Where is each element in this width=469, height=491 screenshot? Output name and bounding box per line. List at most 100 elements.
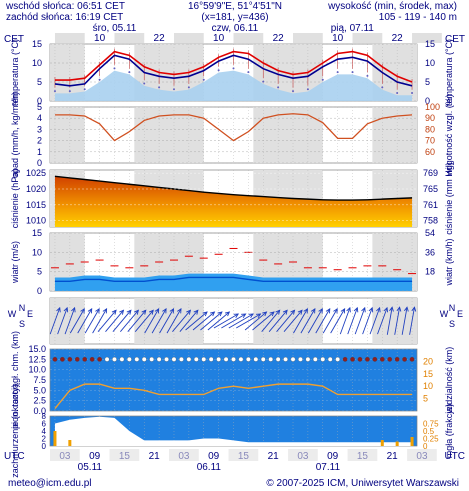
wind-direction-arrowhead bbox=[396, 306, 402, 312]
fog-bar bbox=[68, 440, 72, 446]
wind-direction-arrowhead bbox=[404, 306, 409, 312]
y-tick-label: 0 bbox=[42, 442, 47, 451]
y-tick-label: 0 bbox=[425, 96, 430, 106]
y-tick-label: 4 bbox=[37, 113, 42, 123]
dewpoint-point bbox=[336, 71, 339, 74]
y-tick-label: 2 bbox=[42, 435, 47, 444]
cloud-layer-marker bbox=[223, 356, 229, 362]
dewpoint-point bbox=[306, 88, 309, 91]
cloud-layer-marker bbox=[149, 356, 155, 362]
dewpoint-point bbox=[277, 86, 280, 89]
wind-direction-arrowhead bbox=[389, 306, 394, 312]
y-tick-label-right: 80 bbox=[425, 124, 435, 134]
y-tick-label: 12.5 bbox=[28, 354, 46, 364]
wind-direction-arrow bbox=[97, 309, 117, 333]
wind-direction-arrow bbox=[213, 313, 239, 329]
y-tick-label-right: 10 bbox=[423, 381, 433, 391]
wind-direction-arrow bbox=[172, 309, 192, 333]
wind-direction-arrowhead bbox=[162, 308, 167, 314]
compass-label: W bbox=[440, 309, 449, 319]
cloud-layer-marker bbox=[127, 356, 132, 362]
elevation-title: wysokość (min, środek, max) bbox=[328, 1, 457, 12]
cloud-layer-marker bbox=[409, 356, 415, 362]
y-tick-label: 0.0 bbox=[33, 406, 46, 416]
cloud-layer-marker bbox=[342, 356, 348, 362]
utc-label-right: UTC bbox=[444, 451, 465, 462]
wind-direction-arrowhead bbox=[126, 309, 132, 315]
y-tick-label: 7.5 bbox=[33, 375, 46, 385]
y-tick-label: 10 bbox=[32, 247, 42, 257]
wind-direction-arrowhead bbox=[269, 311, 275, 317]
hour-strip-shade bbox=[347, 449, 378, 461]
wind-direction-arrow bbox=[207, 311, 230, 331]
y-tick-label: 0 bbox=[37, 96, 42, 106]
pressure-area bbox=[54, 176, 413, 227]
wind-direction-arrowhead bbox=[202, 311, 208, 317]
timezone-label-left: CET bbox=[4, 34, 24, 45]
cloud-layer-marker bbox=[387, 356, 393, 362]
wind-direction-arrowhead bbox=[353, 306, 359, 313]
compass-label: N bbox=[19, 303, 26, 313]
y-tick-label-right: 5 bbox=[423, 394, 428, 404]
cloud-layer-marker bbox=[246, 356, 251, 362]
timezone-label-right: CET bbox=[445, 34, 465, 45]
dewpoint-point bbox=[53, 90, 56, 93]
dewpoint-point bbox=[321, 78, 324, 81]
y-tick-label-right: 761 bbox=[423, 200, 438, 210]
axis-title: zachmurzenie (oktanty) bbox=[10, 384, 20, 478]
wind-direction-arrow bbox=[409, 306, 417, 335]
y-tick-label: 15 bbox=[425, 39, 435, 49]
y-tick-label-right: 0.5 bbox=[423, 427, 435, 436]
y-tick-label-right: 20 bbox=[423, 356, 433, 366]
wind-direction-arrow bbox=[252, 311, 275, 331]
wind-direction-arrowhead bbox=[95, 308, 100, 314]
fog-bar bbox=[53, 431, 57, 446]
cloud-layer-marker bbox=[379, 356, 385, 362]
wind-direction-arrow bbox=[159, 308, 174, 334]
cloud-layer-marker bbox=[112, 356, 117, 362]
wind-direction-arrow bbox=[64, 306, 76, 335]
cloud-layer-marker bbox=[216, 356, 221, 362]
wind-direction-arrowhead bbox=[297, 309, 303, 315]
visibility-line bbox=[54, 383, 413, 409]
wind-direction-arrow bbox=[354, 307, 366, 335]
axis-title: temperatura (°C) bbox=[10, 39, 20, 106]
wind-direction-arrow bbox=[179, 309, 199, 333]
y-tick-label: 6 bbox=[42, 420, 47, 429]
wind-direction-arrow bbox=[144, 308, 160, 334]
wind-direction-arrow bbox=[200, 311, 223, 331]
wind-direction-arrow bbox=[112, 309, 132, 333]
wind-direction-arrow bbox=[228, 313, 254, 329]
wind-direction-arrow bbox=[394, 306, 402, 335]
wind-area bbox=[54, 273, 413, 291]
y-tick-label-right: 0.25 bbox=[423, 435, 439, 444]
cloud-layer-marker bbox=[104, 356, 110, 362]
wind-direction-arrow bbox=[401, 307, 408, 335]
hour-strip-shade bbox=[109, 449, 140, 461]
cloud-layer-marker bbox=[298, 356, 303, 362]
wind-direction-arrow bbox=[221, 313, 246, 329]
cloud-layer-marker bbox=[275, 356, 281, 362]
compass-label: E bbox=[457, 309, 463, 319]
cloud-layer-marker bbox=[290, 356, 296, 362]
night-shade bbox=[372, 298, 417, 344]
dewpoint-point bbox=[128, 71, 131, 74]
hour-strip-shade bbox=[50, 449, 80, 461]
contact-email[interactable]: meteo@icm.edu.pl bbox=[8, 478, 92, 489]
wind-direction-arrow bbox=[192, 311, 216, 331]
y-tick-label: 15 bbox=[32, 228, 42, 238]
wind-direction-arrowhead bbox=[141, 309, 147, 315]
wind-direction-arrowhead bbox=[411, 306, 417, 312]
wind-direction-arrow bbox=[185, 311, 208, 331]
y-tick-label: 0 bbox=[37, 158, 42, 168]
hour-tick-label-top: 10 bbox=[94, 33, 106, 44]
wind-direction-arrow bbox=[57, 306, 69, 335]
hour-strip-shade bbox=[233, 33, 264, 43]
y-tick-label: 1 bbox=[37, 147, 42, 157]
wind-direction-arrow bbox=[127, 309, 147, 333]
compass-label: N bbox=[449, 303, 456, 313]
hour-tick-label-top: 10 bbox=[332, 33, 344, 44]
compass-label: W bbox=[8, 309, 17, 319]
wind-direction-arrowhead bbox=[275, 309, 281, 315]
dewpoint-point bbox=[202, 78, 205, 81]
